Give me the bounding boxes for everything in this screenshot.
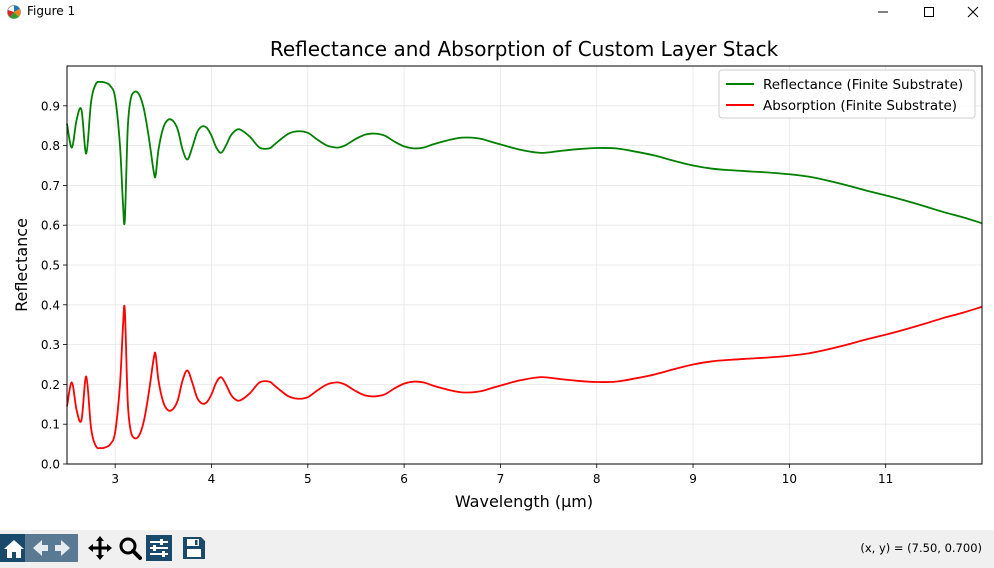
y-tick-label: 0.5 bbox=[41, 259, 60, 273]
chart-title: Reflectance and Absorption of Custom Lay… bbox=[270, 37, 779, 61]
legend-box bbox=[718, 69, 976, 119]
forward-button[interactable] bbox=[50, 534, 78, 562]
y-tick-label: 0.6 bbox=[41, 219, 60, 233]
legend-label-absorption: Absorption (Finite Substrate) bbox=[763, 98, 957, 114]
x-axis-label: Wavelength (µm) bbox=[455, 492, 593, 511]
x-tick-label: 5 bbox=[304, 472, 312, 486]
y-tick-label: 0.1 bbox=[41, 418, 60, 432]
minimize-icon bbox=[878, 11, 888, 13]
legend: Reflectance (Finite Substrate) Absorptio… bbox=[718, 69, 976, 119]
minimize-button[interactable] bbox=[860, 0, 906, 24]
x-tick-label: 4 bbox=[208, 472, 216, 486]
figure-canvas[interactable]: 3 4 5 6 7 8 9 10 11 0.0 0.1 0.2 0.3 0.4 0.5 0.6 0.7 0.8 0.… bbox=[0, 24, 994, 530]
zoom-icon bbox=[119, 537, 142, 560]
y-axis-label: Reflectance bbox=[12, 218, 31, 312]
zoom-button[interactable] bbox=[116, 534, 144, 562]
matplotlib-logo-icon bbox=[7, 5, 21, 19]
y-tick-label: 0.0 bbox=[41, 458, 60, 472]
configure-subplots-button[interactable] bbox=[145, 534, 173, 562]
maximize-button[interactable] bbox=[906, 0, 952, 24]
x-tick-label: 3 bbox=[111, 472, 119, 486]
y-tick-label: 0.2 bbox=[41, 378, 60, 392]
back-icon bbox=[25, 534, 53, 562]
x-tick-label: 9 bbox=[689, 472, 697, 486]
save-icon bbox=[183, 537, 205, 559]
axis-ticks: 3 4 5 6 7 8 9 10 11 0.0 0.1 0.2 0.3 0.4 0.5 0.6 0.7 0.8 0.… bbox=[41, 99, 893, 486]
back-button[interactable] bbox=[25, 534, 53, 562]
x-tick-label: 7 bbox=[497, 472, 505, 486]
close-button[interactable] bbox=[950, 0, 994, 24]
window-titlebar: Figure 1 bbox=[0, 0, 994, 24]
x-tick-label: 11 bbox=[878, 472, 893, 486]
pan-icon bbox=[88, 536, 112, 560]
navigation-toolbar: (x, y) = (7.50, 0.700) bbox=[0, 530, 994, 568]
forward-icon bbox=[50, 534, 78, 562]
y-tick-label: 0.4 bbox=[41, 298, 60, 312]
x-tick-label: 6 bbox=[400, 472, 408, 486]
configure-subplots-icon bbox=[146, 535, 172, 561]
pan-button[interactable] bbox=[86, 534, 114, 562]
y-tick-label: 0.7 bbox=[41, 179, 60, 193]
y-tick-label: 0.9 bbox=[41, 99, 60, 113]
reflectance-series-line bbox=[66, 80, 983, 226]
close-icon bbox=[967, 6, 979, 18]
save-button[interactable] bbox=[180, 534, 208, 562]
line-chart: 3 4 5 6 7 8 9 10 11 0.0 0.1 0.2 0.3 0.4 0.5 0.6 0.7 0.8 0.… bbox=[12, 37, 983, 511]
maximize-icon bbox=[924, 7, 934, 17]
cursor-coordinates: (x, y) = (7.50, 0.700) bbox=[860, 541, 982, 555]
home-button[interactable] bbox=[0, 534, 28, 562]
home-icon bbox=[0, 534, 28, 562]
legend-label-reflectance: Reflectance (Finite Substrate) bbox=[763, 77, 963, 93]
series-lines bbox=[66, 80, 983, 450]
absorption-series-line bbox=[66, 304, 983, 450]
window-title: Figure 1 bbox=[27, 4, 76, 18]
y-tick-label: 0.8 bbox=[41, 139, 60, 153]
y-tick-label: 0.3 bbox=[41, 338, 60, 352]
x-tick-label: 8 bbox=[593, 472, 601, 486]
x-tick-label: 10 bbox=[782, 472, 797, 486]
